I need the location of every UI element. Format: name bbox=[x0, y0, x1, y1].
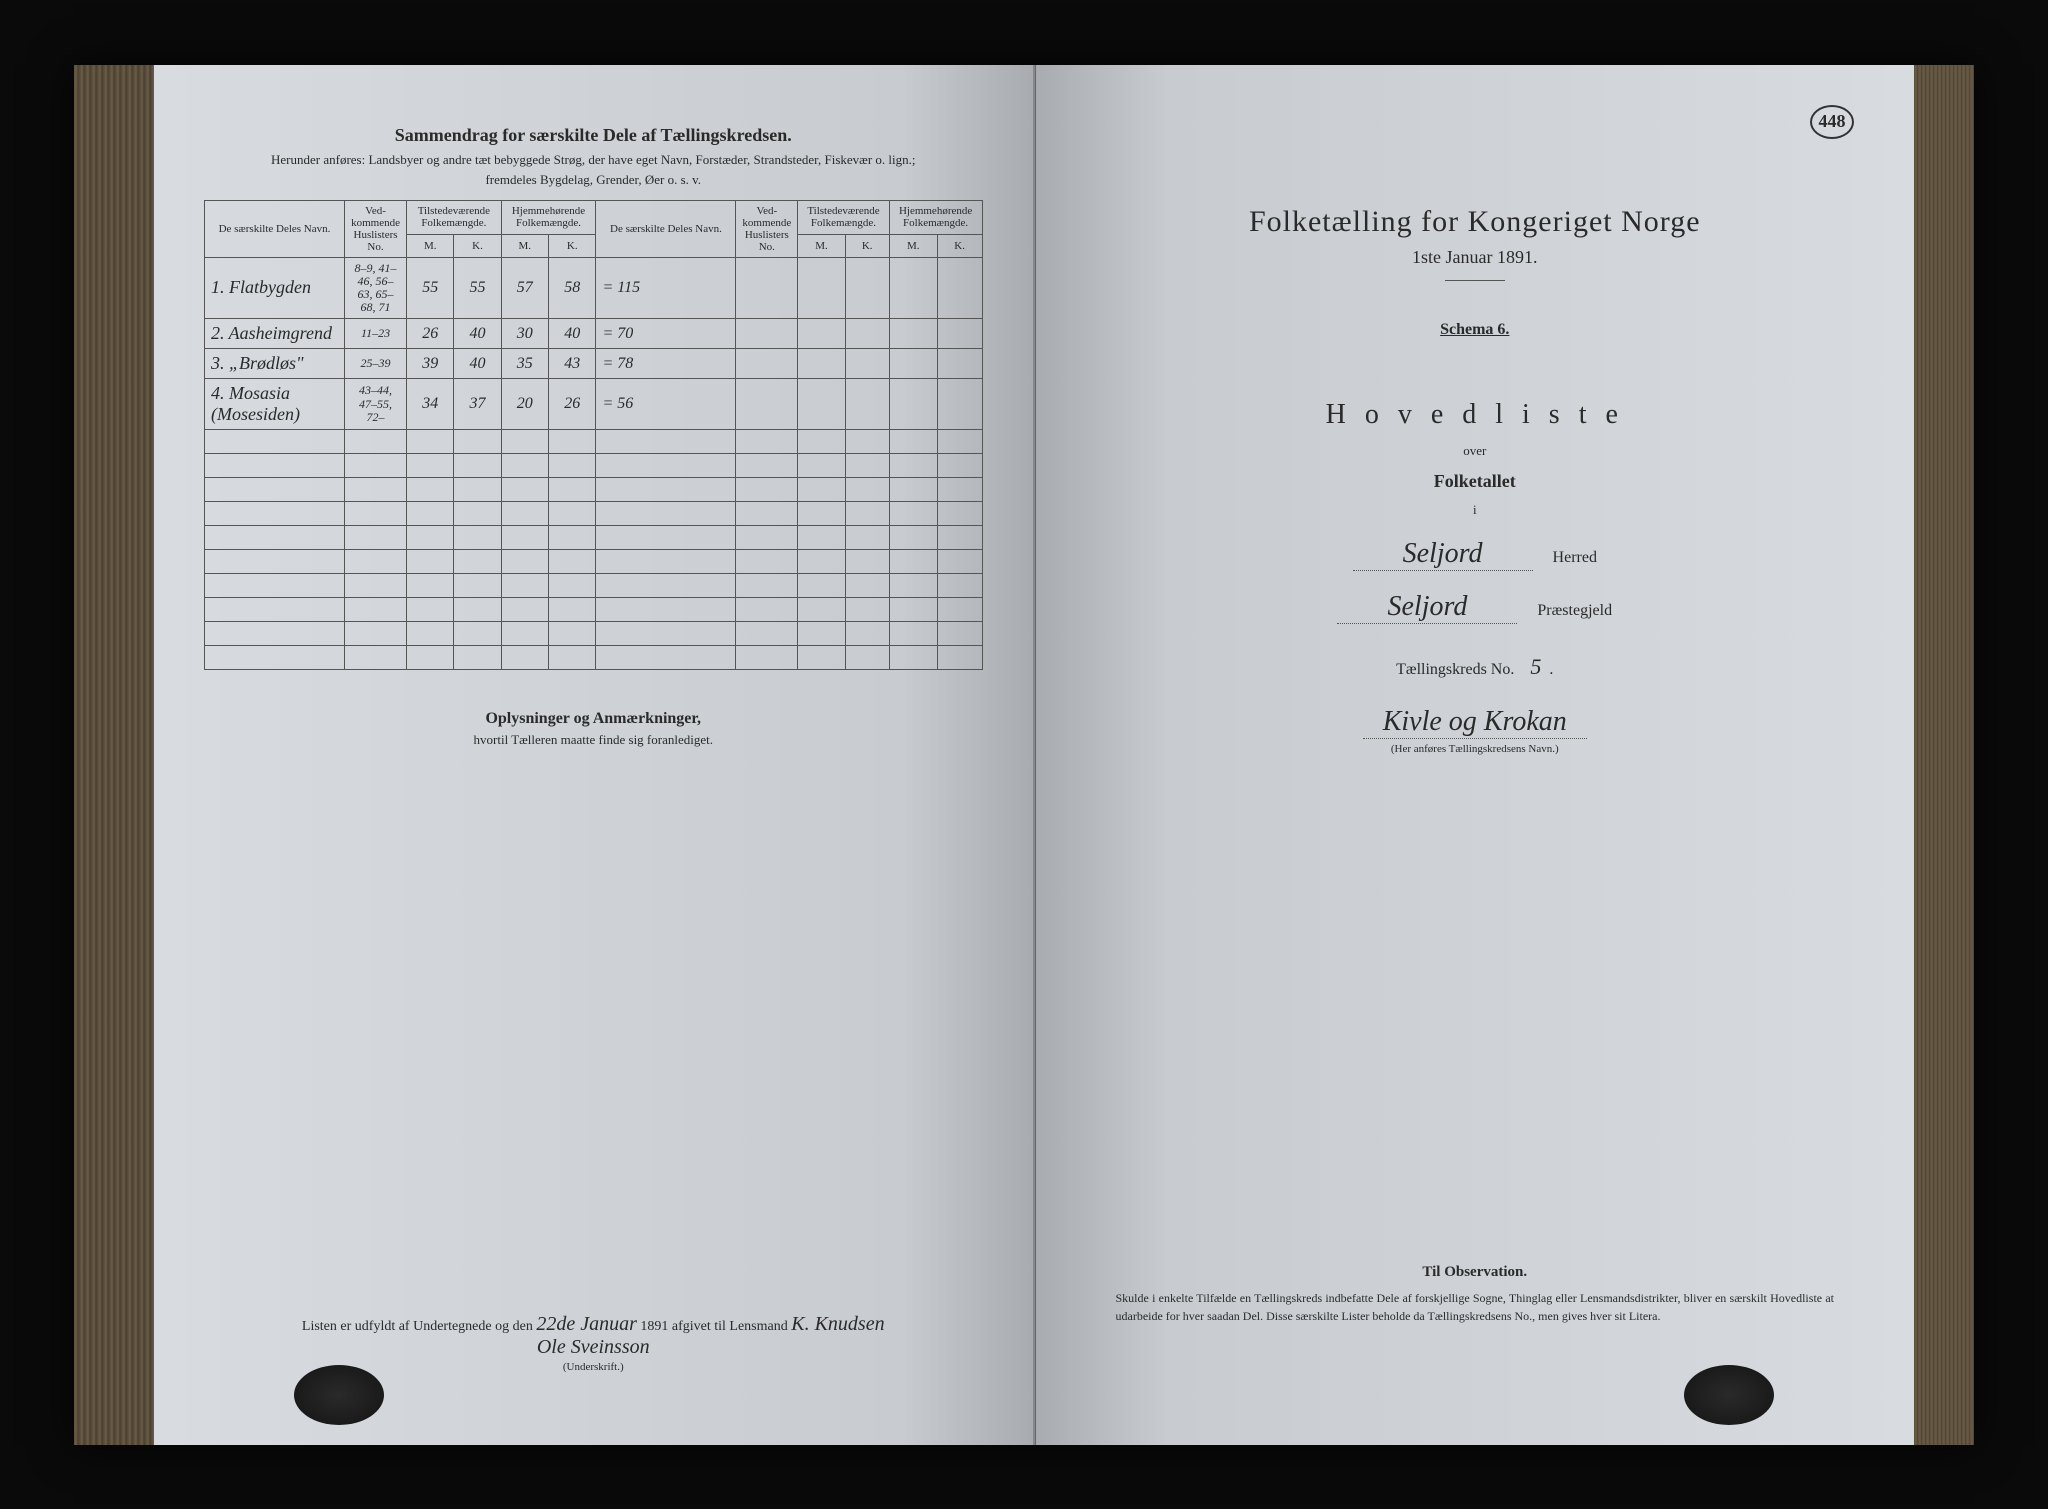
herred-label: Herred bbox=[1553, 549, 1597, 567]
table-row-empty bbox=[205, 646, 983, 670]
col-home-2: Hjemme­hørende Folke­mængde. bbox=[889, 200, 982, 235]
col-name-1: De særskilte Deles Navn. bbox=[205, 200, 345, 257]
thumb-shadow-left bbox=[294, 1365, 384, 1425]
page-number: 448 bbox=[1810, 105, 1854, 139]
table-row: 1. Flatbygden8–9, 41–46, 56–63, 65–68, 7… bbox=[205, 257, 983, 319]
table-row-empty bbox=[205, 478, 983, 502]
table-row: 3. „Brødløs"25–3939403543= 78 bbox=[205, 349, 983, 379]
footer-sig2: Ole Sveinsson bbox=[537, 1336, 650, 1358]
kreds-caption: (Her anføres Tællingskredsens Navn.) bbox=[1086, 743, 1865, 755]
hovedliste: H o v e d l i s t e bbox=[1086, 399, 1865, 431]
col-k: K. bbox=[549, 235, 596, 257]
kreds-name: Kivle og Krokan bbox=[1363, 706, 1587, 739]
divider bbox=[1445, 280, 1505, 281]
observation-block: Til Observation. Skulde i enkelte Tilfæl… bbox=[1116, 1264, 1835, 1325]
census-table: De særskilte Deles Navn. Ved­kommende Hu… bbox=[204, 200, 983, 671]
col-m: M. bbox=[407, 235, 454, 257]
left-page: Sammendrag for særskilte Dele af Tælling… bbox=[154, 65, 1035, 1445]
herred-row: Seljord Herred bbox=[1086, 538, 1865, 571]
col-m: M. bbox=[501, 235, 548, 257]
table-row: 2. Aasheimgrend11–2326403040= 70 bbox=[205, 319, 983, 349]
left-subtitle-1: Herunder anføres: Landsbyer og andre tæt… bbox=[204, 152, 983, 168]
census-tbody: 1. Flatbygden8–9, 41–46, 56–63, 65–68, 7… bbox=[205, 257, 983, 670]
table-row-empty bbox=[205, 454, 983, 478]
footer-pre: Listen er udfyldt af Undertegnede og den bbox=[302, 1319, 533, 1334]
table-row-empty bbox=[205, 526, 983, 550]
footer-under: (Underskrift.) bbox=[563, 1361, 624, 1373]
table-row-empty bbox=[205, 502, 983, 526]
col-lists-2: Ved­kommende Huslisters No. bbox=[736, 200, 798, 257]
i-label: i bbox=[1086, 502, 1865, 518]
col-name-2: De særskilte Deles Navn. bbox=[596, 200, 736, 257]
table-row-empty bbox=[205, 430, 983, 454]
footer-date: 22de Januar bbox=[536, 1313, 637, 1335]
obs-title: Til Observation. bbox=[1116, 1264, 1835, 1281]
kreds-label: Tællingskreds No. bbox=[1396, 661, 1514, 678]
col-k: K. bbox=[937, 235, 982, 257]
table-row: 4. Mosasia (Mosesiden)43–44, 47–55, 72–3… bbox=[205, 379, 983, 430]
table-row-empty bbox=[205, 550, 983, 574]
right-page: 448 Folketælling for Kongeriget Norge 1s… bbox=[1035, 65, 1915, 1445]
obs-text: Skulde i enkelte Tilfælde en Tællingskre… bbox=[1116, 1289, 1835, 1325]
col-lists-1: Ved­kommende Huslisters No. bbox=[344, 200, 406, 257]
right-title: Folketælling for Kongeriget Norge bbox=[1086, 205, 1865, 239]
schema-label: Schema 6. bbox=[1086, 321, 1865, 339]
col-k: K. bbox=[454, 235, 501, 257]
col-present-1: Tilstede­værende Folke­mængde. bbox=[407, 200, 501, 235]
col-home-1: Hjemme­hørende Folke­mængde. bbox=[501, 200, 596, 235]
book-spine-left bbox=[74, 65, 154, 1445]
notes-sub: hvortil Tælleren maatte finde sig foranl… bbox=[204, 732, 983, 748]
col-present-2: Tilstede­værende Folke­mængde. bbox=[798, 200, 889, 235]
folketallet-label: Folketallet bbox=[1086, 471, 1865, 492]
thumb-shadow-right bbox=[1684, 1365, 1774, 1425]
footer: Listen er udfyldt af Undertegnede og den… bbox=[204, 1313, 983, 1375]
kreds-row: Tællingskreds No. 5 . bbox=[1086, 654, 1865, 680]
notes-title: Oplysninger og Anmærkninger, bbox=[204, 710, 983, 728]
col-m: M. bbox=[798, 235, 845, 257]
table-row-empty bbox=[205, 574, 983, 598]
book-spine-right bbox=[1914, 65, 1974, 1445]
table-row-empty bbox=[205, 622, 983, 646]
prest-row: Seljord Præstegjeld bbox=[1086, 591, 1865, 624]
left-subtitle-2: fremdeles Bygdelag, Grender, Øer o. s. v… bbox=[204, 172, 983, 188]
right-date: 1ste Januar 1891. bbox=[1086, 247, 1865, 268]
col-k: K. bbox=[845, 235, 889, 257]
over-label: over bbox=[1086, 443, 1865, 459]
col-m: M. bbox=[889, 235, 937, 257]
prest-value: Seljord bbox=[1337, 591, 1517, 624]
book-spread: Sammendrag for særskilte Dele af Tælling… bbox=[74, 65, 1974, 1445]
herred-value: Seljord bbox=[1353, 538, 1533, 571]
prest-label: Præstegjeld bbox=[1537, 602, 1612, 620]
table-row-empty bbox=[205, 598, 983, 622]
left-title: Sammendrag for særskilte Dele af Tælling… bbox=[204, 125, 983, 146]
footer-year: 1891 afgivet til Lensmand bbox=[640, 1319, 787, 1334]
kreds-no: 5 bbox=[1530, 654, 1541, 679]
footer-sig1: K. Knudsen bbox=[791, 1313, 884, 1335]
